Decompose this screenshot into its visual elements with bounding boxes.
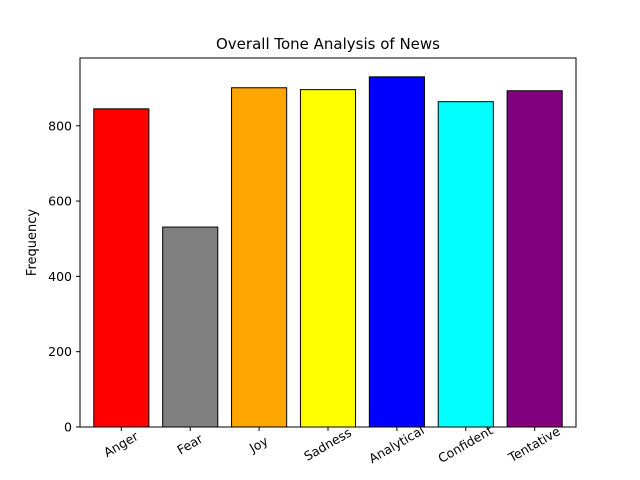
- y-axis-ticks: 0 200 400 600 800: [48, 118, 80, 435]
- y-tick-label: 0: [64, 420, 72, 435]
- plot-frame: [79, 57, 577, 428]
- bar-confident: [437, 101, 494, 428]
- y-axis-label: Frequency: [25, 209, 40, 276]
- bar-sadness: [299, 89, 357, 428]
- bar-joy: [231, 87, 288, 428]
- y-tick-label: 200: [48, 344, 72, 359]
- bar-anger: [93, 108, 150, 428]
- y-tick-label: 600: [48, 194, 72, 209]
- y-tick-label: 800: [48, 118, 72, 133]
- chart-title: Overall Tone Analysis of News: [216, 35, 440, 53]
- bar-fear: [162, 226, 219, 428]
- y-tick-label: 400: [48, 269, 72, 284]
- bar-analytical: [368, 76, 425, 428]
- bar-tentative: [506, 90, 563, 428]
- bars-group: [93, 76, 563, 428]
